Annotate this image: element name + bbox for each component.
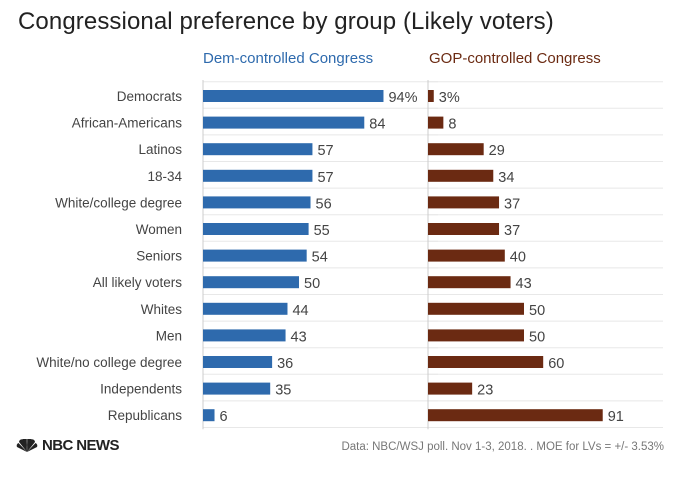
data-label: 35 [275, 383, 291, 399]
data-label: 54 [312, 250, 328, 266]
category-label: Latinos [138, 142, 182, 157]
category-label: Women [136, 222, 182, 237]
bar [428, 249, 505, 262]
source-note: Data: NBC/WSJ poll. Nov 1-3, 2018. . MOE… [341, 441, 664, 453]
data-label: 91 [608, 409, 624, 425]
bar [203, 90, 384, 102]
data-label: 36 [277, 356, 293, 372]
data-label: 8 [448, 117, 456, 133]
bar [428, 409, 603, 422]
category-label: All likely voters [93, 275, 183, 290]
data-label: 37 [504, 223, 520, 239]
bar [203, 116, 365, 129]
data-label: 6 [220, 409, 228, 425]
data-label: 94% [388, 90, 417, 106]
bar [203, 169, 313, 182]
bar [203, 276, 299, 289]
bar [203, 409, 215, 422]
data-label: 50 [304, 276, 320, 292]
bar [203, 356, 273, 368]
data-label: 3% [439, 90, 460, 106]
bar [203, 329, 286, 342]
bar [428, 143, 484, 156]
bar [428, 356, 544, 368]
bar [203, 196, 311, 209]
logo-text: NBC NEWS [42, 437, 119, 454]
data-label: 44 [292, 303, 308, 319]
nbc-news-logo: NBC NEWS [16, 437, 119, 454]
data-label: 34 [498, 170, 514, 186]
bar [428, 196, 500, 209]
category-label: 18-34 [147, 169, 182, 184]
legend-gop: GOP-controlled Congress [429, 50, 601, 67]
data-label: 57 [317, 143, 333, 159]
bar [428, 302, 524, 315]
data-label: 23 [477, 383, 493, 399]
data-label: 43 [516, 276, 532, 292]
data-label: 55 [314, 223, 330, 239]
data-label: 50 [529, 303, 545, 319]
category-label: White/no college degree [36, 355, 182, 370]
bar [428, 116, 444, 129]
data-label: 60 [548, 356, 564, 372]
category-label: Seniors [136, 249, 182, 264]
category-label: Democrats [117, 89, 183, 104]
legend-dem: Dem-controlled Congress [203, 50, 374, 67]
data-label: 57 [317, 170, 333, 186]
peacock-icon [16, 438, 38, 452]
data-label: 50 [529, 329, 545, 345]
category-label: Men [156, 328, 182, 343]
data-label: 56 [316, 196, 332, 212]
category-label: Whites [141, 302, 183, 317]
bar [203, 143, 313, 156]
bar [428, 223, 500, 235]
bar [203, 223, 309, 235]
bar [428, 90, 434, 102]
bar [428, 276, 511, 289]
data-label: 37 [504, 196, 520, 212]
bar [428, 169, 494, 182]
category-label: White/college degree [55, 195, 182, 210]
category-label: African-Americans [72, 116, 183, 131]
chart-title: Congressional preference by group (Likel… [18, 8, 554, 35]
bar [203, 382, 271, 395]
data-label: 40 [510, 250, 526, 266]
data-label: 43 [291, 329, 307, 345]
category-label: Independents [100, 382, 182, 397]
bar [203, 302, 288, 315]
data-label: 84 [369, 117, 385, 133]
category-label: Republicans [108, 408, 183, 423]
bar [428, 329, 524, 342]
bar [428, 382, 473, 395]
data-label: 29 [489, 143, 505, 159]
bar [203, 249, 307, 262]
